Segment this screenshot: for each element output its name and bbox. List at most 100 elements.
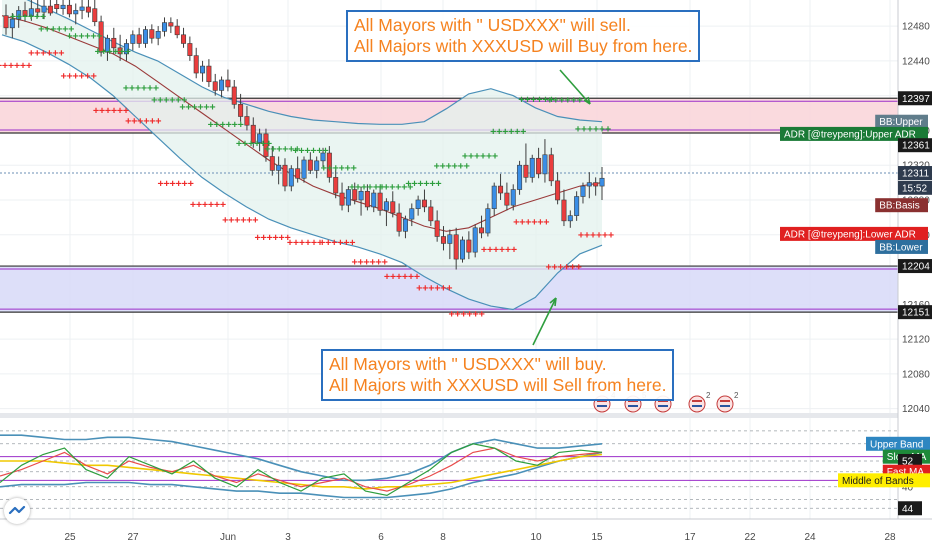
price-tag-label: 15:52 <box>902 183 927 194</box>
candle <box>149 24 155 44</box>
price-tag-label: ADR [@treypeng]:Upper ADR <box>784 129 916 140</box>
flag-stripe <box>692 405 702 407</box>
candle <box>16 6 22 28</box>
time-tick-label: 15 <box>591 532 603 543</box>
candle-body <box>238 104 244 117</box>
candle-body <box>16 10 22 20</box>
candle-body <box>98 21 104 53</box>
candle <box>200 60 206 82</box>
candle-body <box>599 177 605 187</box>
candle <box>3 4 9 35</box>
candle-body <box>447 234 453 244</box>
candle <box>485 203 491 237</box>
annotation-bottom-line1: All Mayors with " USDXXX" will buy. <box>329 354 607 374</box>
candle-body <box>162 22 168 32</box>
price-tag-label: 12151 <box>902 308 930 319</box>
candle <box>295 156 301 183</box>
candle-body <box>3 15 9 29</box>
event-badge[interactable]: 2 <box>716 391 739 413</box>
candle-body <box>402 218 408 232</box>
flag-stripe <box>658 400 668 402</box>
annotation-top-line1: All Mayors with " USDXXX" will sell. <box>354 15 631 35</box>
arrow-bottom <box>532 297 557 346</box>
price-tag-label: 12361 <box>902 141 930 152</box>
buy-signal-marker: ++++++ <box>95 46 131 57</box>
candle-body <box>352 189 358 201</box>
candle-body <box>498 185 504 194</box>
time-tick-label: 27 <box>127 532 139 543</box>
time-tick-label: 25 <box>64 532 76 543</box>
price-tag <box>898 305 932 320</box>
candle-body <box>396 212 402 232</box>
price-tag-label: BB:Basis <box>879 201 920 212</box>
candle <box>548 147 554 187</box>
event-badge-count: 2 <box>734 391 739 400</box>
candle-body <box>257 133 263 143</box>
candle <box>22 1 28 22</box>
candle <box>79 0 85 20</box>
candle <box>561 189 567 227</box>
candle <box>536 147 542 179</box>
candle <box>142 26 148 48</box>
candle-body <box>301 159 307 179</box>
candle-body <box>453 234 459 260</box>
oscillator-level-tag <box>898 453 922 468</box>
candle <box>181 27 187 48</box>
candle <box>447 229 453 260</box>
oscillator-series-line <box>0 434 603 482</box>
candle <box>371 189 377 213</box>
candle <box>123 39 129 61</box>
candle <box>345 186 351 213</box>
candle <box>28 0 34 21</box>
candle <box>567 210 573 228</box>
candle-body <box>79 6 85 11</box>
price-tag <box>780 126 928 141</box>
candle <box>92 0 98 27</box>
candle-body <box>377 192 383 211</box>
candle <box>504 182 510 211</box>
candle <box>415 195 421 216</box>
price-tag <box>875 198 928 213</box>
tradingview-logo-icon[interactable] <box>4 498 30 524</box>
price-tick-label: 12440 <box>902 56 930 67</box>
candle-body <box>212 81 218 91</box>
candle <box>257 128 263 152</box>
buy-signal-marker: ++++++ <box>462 151 498 162</box>
candle-body <box>28 8 34 16</box>
candle-body <box>295 168 301 179</box>
candle <box>555 172 561 205</box>
event-badge-count: 2 <box>706 391 711 400</box>
candle-body <box>586 182 592 187</box>
price-tag-label: 12204 <box>902 262 930 273</box>
oscillator-level-tag <box>898 501 922 516</box>
price-tick-label: 12480 <box>902 22 930 33</box>
candle <box>73 3 79 25</box>
candle-body <box>314 160 320 171</box>
candle-body <box>200 65 206 74</box>
candle-body <box>288 168 294 187</box>
candle <box>383 198 389 227</box>
candle-body <box>47 5 53 14</box>
sell-signal-marker: ++++++ <box>28 48 64 59</box>
oscillator-series-line <box>0 453 603 490</box>
candle <box>580 182 586 204</box>
flag-stripe <box>692 400 702 402</box>
price-tag-label: ADR [@treypeng]:Lower ADR <box>784 229 916 240</box>
candle-body <box>485 208 491 234</box>
candle-body <box>383 201 389 211</box>
event-badge[interactable]: 2 <box>688 391 711 413</box>
candle <box>510 184 516 211</box>
buy-signal-marker: ++++++ <box>377 182 413 193</box>
candle <box>47 0 53 16</box>
candle <box>364 184 370 211</box>
candle-body <box>168 22 174 27</box>
candle <box>104 34 110 61</box>
candle-body <box>282 164 288 187</box>
candle-body <box>263 133 269 157</box>
candle <box>377 186 383 216</box>
sell-signal-marker: ++++++ <box>158 179 194 190</box>
candle-body <box>491 185 497 209</box>
candle-body <box>60 4 66 9</box>
sell-signal-marker: ++++++ <box>61 71 97 82</box>
